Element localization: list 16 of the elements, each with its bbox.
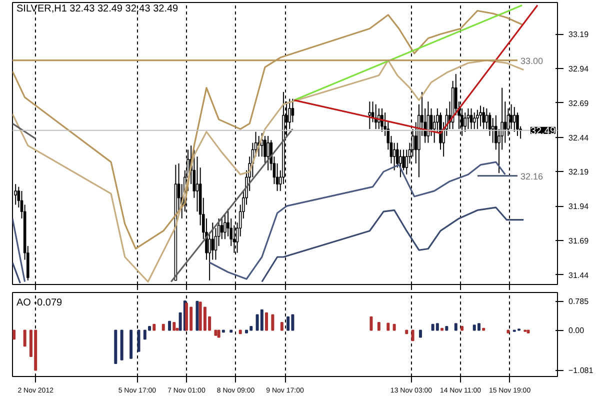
y-tick-label: 32.19: [568, 168, 590, 177]
y-tick-label: 0.00: [568, 326, 585, 336]
y-tick-label: 32.94: [568, 64, 590, 74]
y-tick-label: −1.081: [568, 366, 594, 376]
y-tick-label: 0.785: [568, 297, 590, 306]
y-tick-label: 32.44: [568, 133, 590, 142]
text: AO -0.079: [16, 298, 63, 308]
annotation: 33.00: [520, 56, 544, 66]
chart-title: SILVER,H1 32.43 32.49 32.43 32.49: [16, 4, 179, 14]
y-tick-label: 31.44: [568, 270, 590, 280]
y-tick-label: 32.69: [568, 98, 590, 108]
y-tick-label: 31.69: [568, 236, 590, 246]
y-tick-label: 31.94: [568, 202, 590, 212]
annotation: 32.16: [520, 171, 544, 182]
y-tick-label: 33.19: [568, 30, 590, 40]
ref-line-label: 32.49: [530, 126, 556, 137]
